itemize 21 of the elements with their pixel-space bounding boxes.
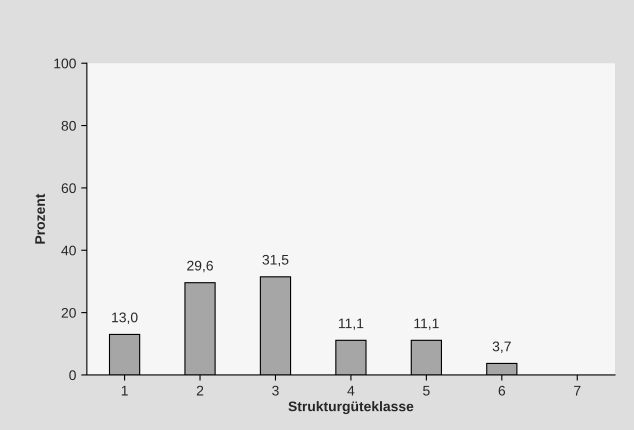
y-tick-label: 0	[69, 370, 76, 380]
data-label: 29,6	[187, 260, 213, 272]
data-label: 11,1	[338, 318, 364, 330]
x-axis-title: Strukturgüteklasse	[288, 401, 414, 414]
x-tick-label: 3	[272, 386, 279, 396]
y-tick-label: 100	[54, 58, 76, 68]
x-tick-label: 6	[498, 386, 506, 396]
y-tick-label: 40	[61, 246, 76, 256]
x-tick-label: 5	[423, 386, 430, 396]
x-tick-label: 7	[574, 386, 580, 396]
x-tick-label: 2	[196, 386, 204, 396]
y-tick-label: 20	[62, 308, 76, 318]
x-tick-label: 4	[347, 386, 354, 396]
y-tick-label: 60	[62, 183, 76, 194]
y-tick-label: 80	[62, 120, 76, 131]
data-label: 11,1	[414, 318, 439, 330]
data-label: 3,7	[492, 341, 511, 353]
data-label: 31,5	[262, 254, 288, 266]
x-tick-label: 1	[122, 386, 128, 396]
y-axis-title: Prozent	[35, 194, 45, 244]
data-label: 13,0	[112, 312, 138, 324]
